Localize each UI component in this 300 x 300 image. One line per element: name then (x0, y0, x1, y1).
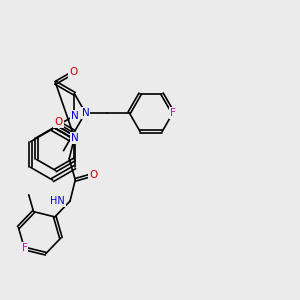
Text: O: O (69, 68, 78, 77)
Text: O: O (54, 117, 62, 128)
Text: N: N (82, 108, 89, 118)
Text: HN: HN (50, 196, 64, 206)
Text: F: F (22, 244, 27, 254)
Text: N: N (70, 111, 78, 121)
Text: N: N (70, 133, 78, 142)
Text: F: F (170, 108, 176, 118)
Text: O: O (89, 170, 97, 180)
